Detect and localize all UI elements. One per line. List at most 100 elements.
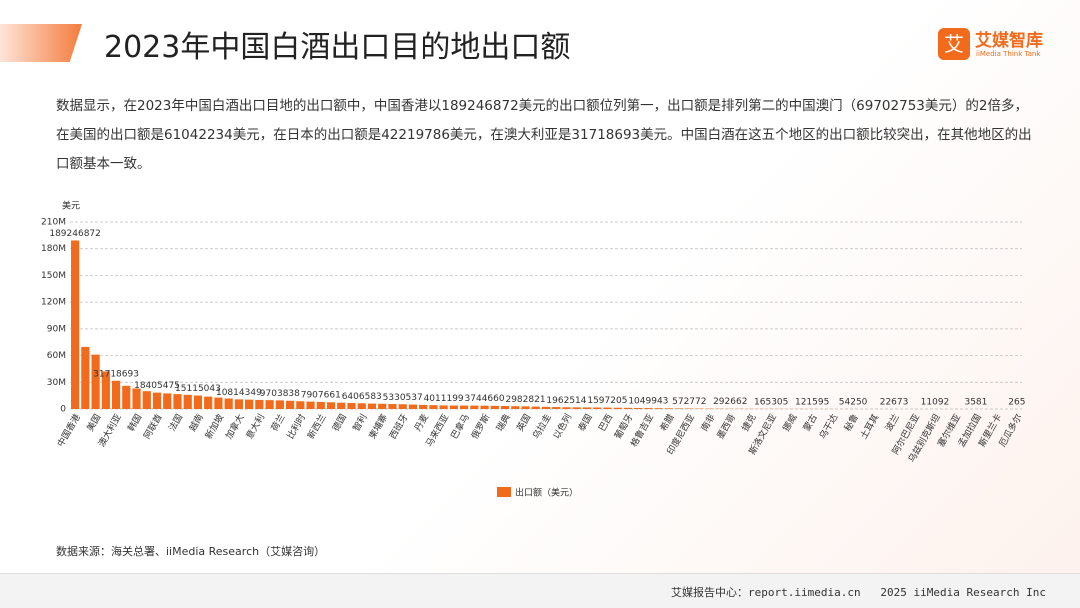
x-tick-label: 乌干达: [816, 412, 840, 441]
bar: [419, 404, 428, 409]
bar: [224, 398, 233, 409]
bar: [439, 405, 448, 409]
y-tick-label: 90M: [47, 324, 66, 334]
x-tick-label: 意大利: [243, 412, 267, 441]
bar: [644, 408, 653, 409]
x-tick-label: 捷克: [739, 412, 758, 434]
value-label: 5330537: [383, 393, 423, 403]
x-tick-label: 秘鲁: [841, 412, 860, 434]
bar: [531, 406, 540, 409]
x-tick-label: 美国: [84, 412, 103, 434]
bar: [378, 403, 387, 409]
x-tick-label: 中国香港: [54, 412, 82, 449]
value-label: 6406583: [342, 392, 382, 402]
bar: [552, 407, 561, 409]
bar: [593, 407, 602, 409]
value-label: 189246872: [49, 229, 101, 239]
x-tick-label: 墨西哥: [715, 412, 738, 441]
value-label: 165305: [754, 397, 788, 407]
bar: [572, 407, 581, 409]
x-tick-label: 土耳其: [857, 412, 881, 441]
bar: [623, 407, 632, 409]
x-tick-label: 英国: [514, 412, 533, 434]
bar: [408, 404, 418, 409]
value-label: 7907661: [301, 390, 341, 400]
x-tick-label: 葡萄牙: [612, 412, 636, 441]
bar: [449, 405, 458, 409]
x-tick-label: 希腊: [657, 412, 676, 434]
bar: [122, 385, 131, 409]
x-tick-label: 法国: [166, 412, 185, 434]
value-label: 1597205: [587, 396, 627, 406]
x-tick-label: 巴西: [597, 412, 616, 433]
value-label: 3581: [964, 397, 987, 407]
bar: [214, 397, 223, 409]
value-label: 1962514: [546, 396, 586, 406]
x-tick-label: 加拿大: [223, 412, 247, 441]
bar: [685, 408, 694, 409]
logo: 艾媒智库: [975, 31, 1043, 51]
x-tick-label: 波兰: [882, 412, 901, 434]
bar: [163, 393, 172, 409]
bar: [285, 400, 295, 409]
value-label: 18405475: [134, 381, 180, 391]
value-label: 572772: [672, 397, 706, 407]
x-tick-label: 韩国: [125, 412, 144, 434]
y-tick-label: 30M: [47, 378, 66, 388]
bar: [541, 406, 551, 409]
y-tick-label: 120M: [41, 298, 66, 308]
y-tick-label: 210M: [41, 218, 66, 228]
bar: [429, 405, 438, 409]
bar: [183, 394, 192, 409]
x-tick-label: 智利: [350, 412, 369, 434]
bar: [634, 407, 643, 409]
y-tick-label: 150M: [41, 271, 66, 281]
value-label: 9703838: [260, 389, 300, 399]
x-tick-label: 乌拉圭: [530, 412, 554, 441]
y-tick-label: 180M: [41, 244, 66, 254]
bar: [111, 380, 121, 409]
source: 数据来源：海关总署、iiMedia Research（艾媒咨询）: [56, 545, 326, 558]
x-tick-label: 俄罗斯: [468, 412, 492, 441]
bar: [582, 407, 592, 409]
bar: [326, 402, 336, 409]
value-label: 3744660: [465, 394, 505, 404]
x-tick-label: 挪威: [780, 412, 799, 434]
x-tick-label: 瑞典: [493, 412, 512, 434]
x-tick-label: 比利时: [284, 412, 308, 441]
bar: [511, 406, 520, 409]
header-stripe: [0, 24, 82, 62]
bar: [500, 406, 510, 409]
summary: 数据显示，在2023年中国白酒出口目地的出口额中，中国香港以189246872美…: [56, 98, 1032, 172]
bar: [204, 396, 213, 409]
value-label: 31718693: [93, 369, 139, 379]
footer: 艾媒报告中心：report.iimedia.cn 2025 iiMedia Re…: [670, 586, 1046, 599]
value-label: 121595: [795, 397, 829, 407]
bar: [275, 400, 284, 409]
legend-label: 出口额（美元）: [515, 487, 578, 499]
bar: [460, 405, 469, 409]
logo-icon: 艾: [938, 28, 970, 60]
bar: [388, 404, 397, 409]
bar: [613, 407, 622, 409]
bar: [398, 404, 407, 409]
x-tick-label: 丹麦: [412, 412, 431, 434]
bar: [521, 406, 530, 409]
title: 2023年中国白酒出口目的地出口额: [104, 30, 571, 65]
value-label: 1049943: [628, 397, 668, 407]
bar: [357, 403, 366, 409]
bar: [255, 399, 264, 409]
x-tick-label: 荷兰: [268, 412, 287, 434]
y-unit: 美元: [62, 200, 80, 212]
logo-sub: iiMedia Think Tank: [976, 50, 1041, 58]
bar: [603, 407, 612, 409]
bar: [81, 346, 90, 409]
bar: [490, 405, 499, 409]
x-tick-label: 蒙古: [801, 412, 820, 434]
bar: [470, 405, 479, 409]
bar: [173, 394, 182, 409]
x-tick-label: 柬埔寨: [366, 412, 390, 441]
bar: [654, 408, 663, 409]
bar: [306, 401, 315, 409]
